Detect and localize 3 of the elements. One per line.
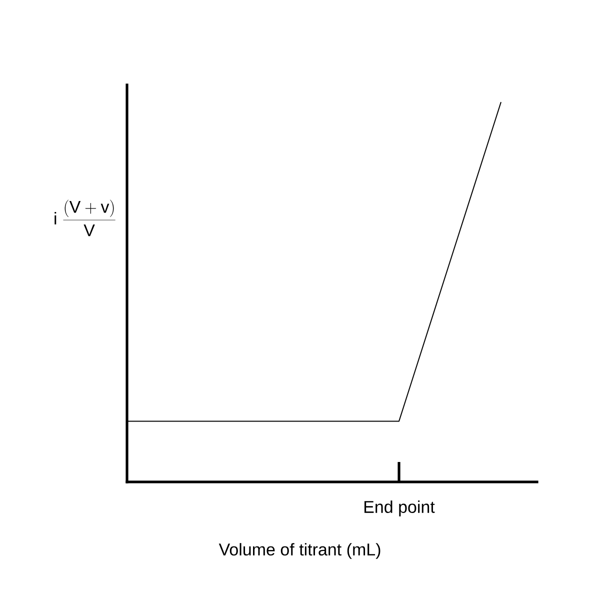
x-axis-title: Volume of titrant (mL) [218,543,380,559]
text: End point [364,500,435,516]
y-axis-title: $\mathrm{i}\;\frac{\mathrm{(V+v)}}{\mathrm{V}}$ [54,200,116,236]
